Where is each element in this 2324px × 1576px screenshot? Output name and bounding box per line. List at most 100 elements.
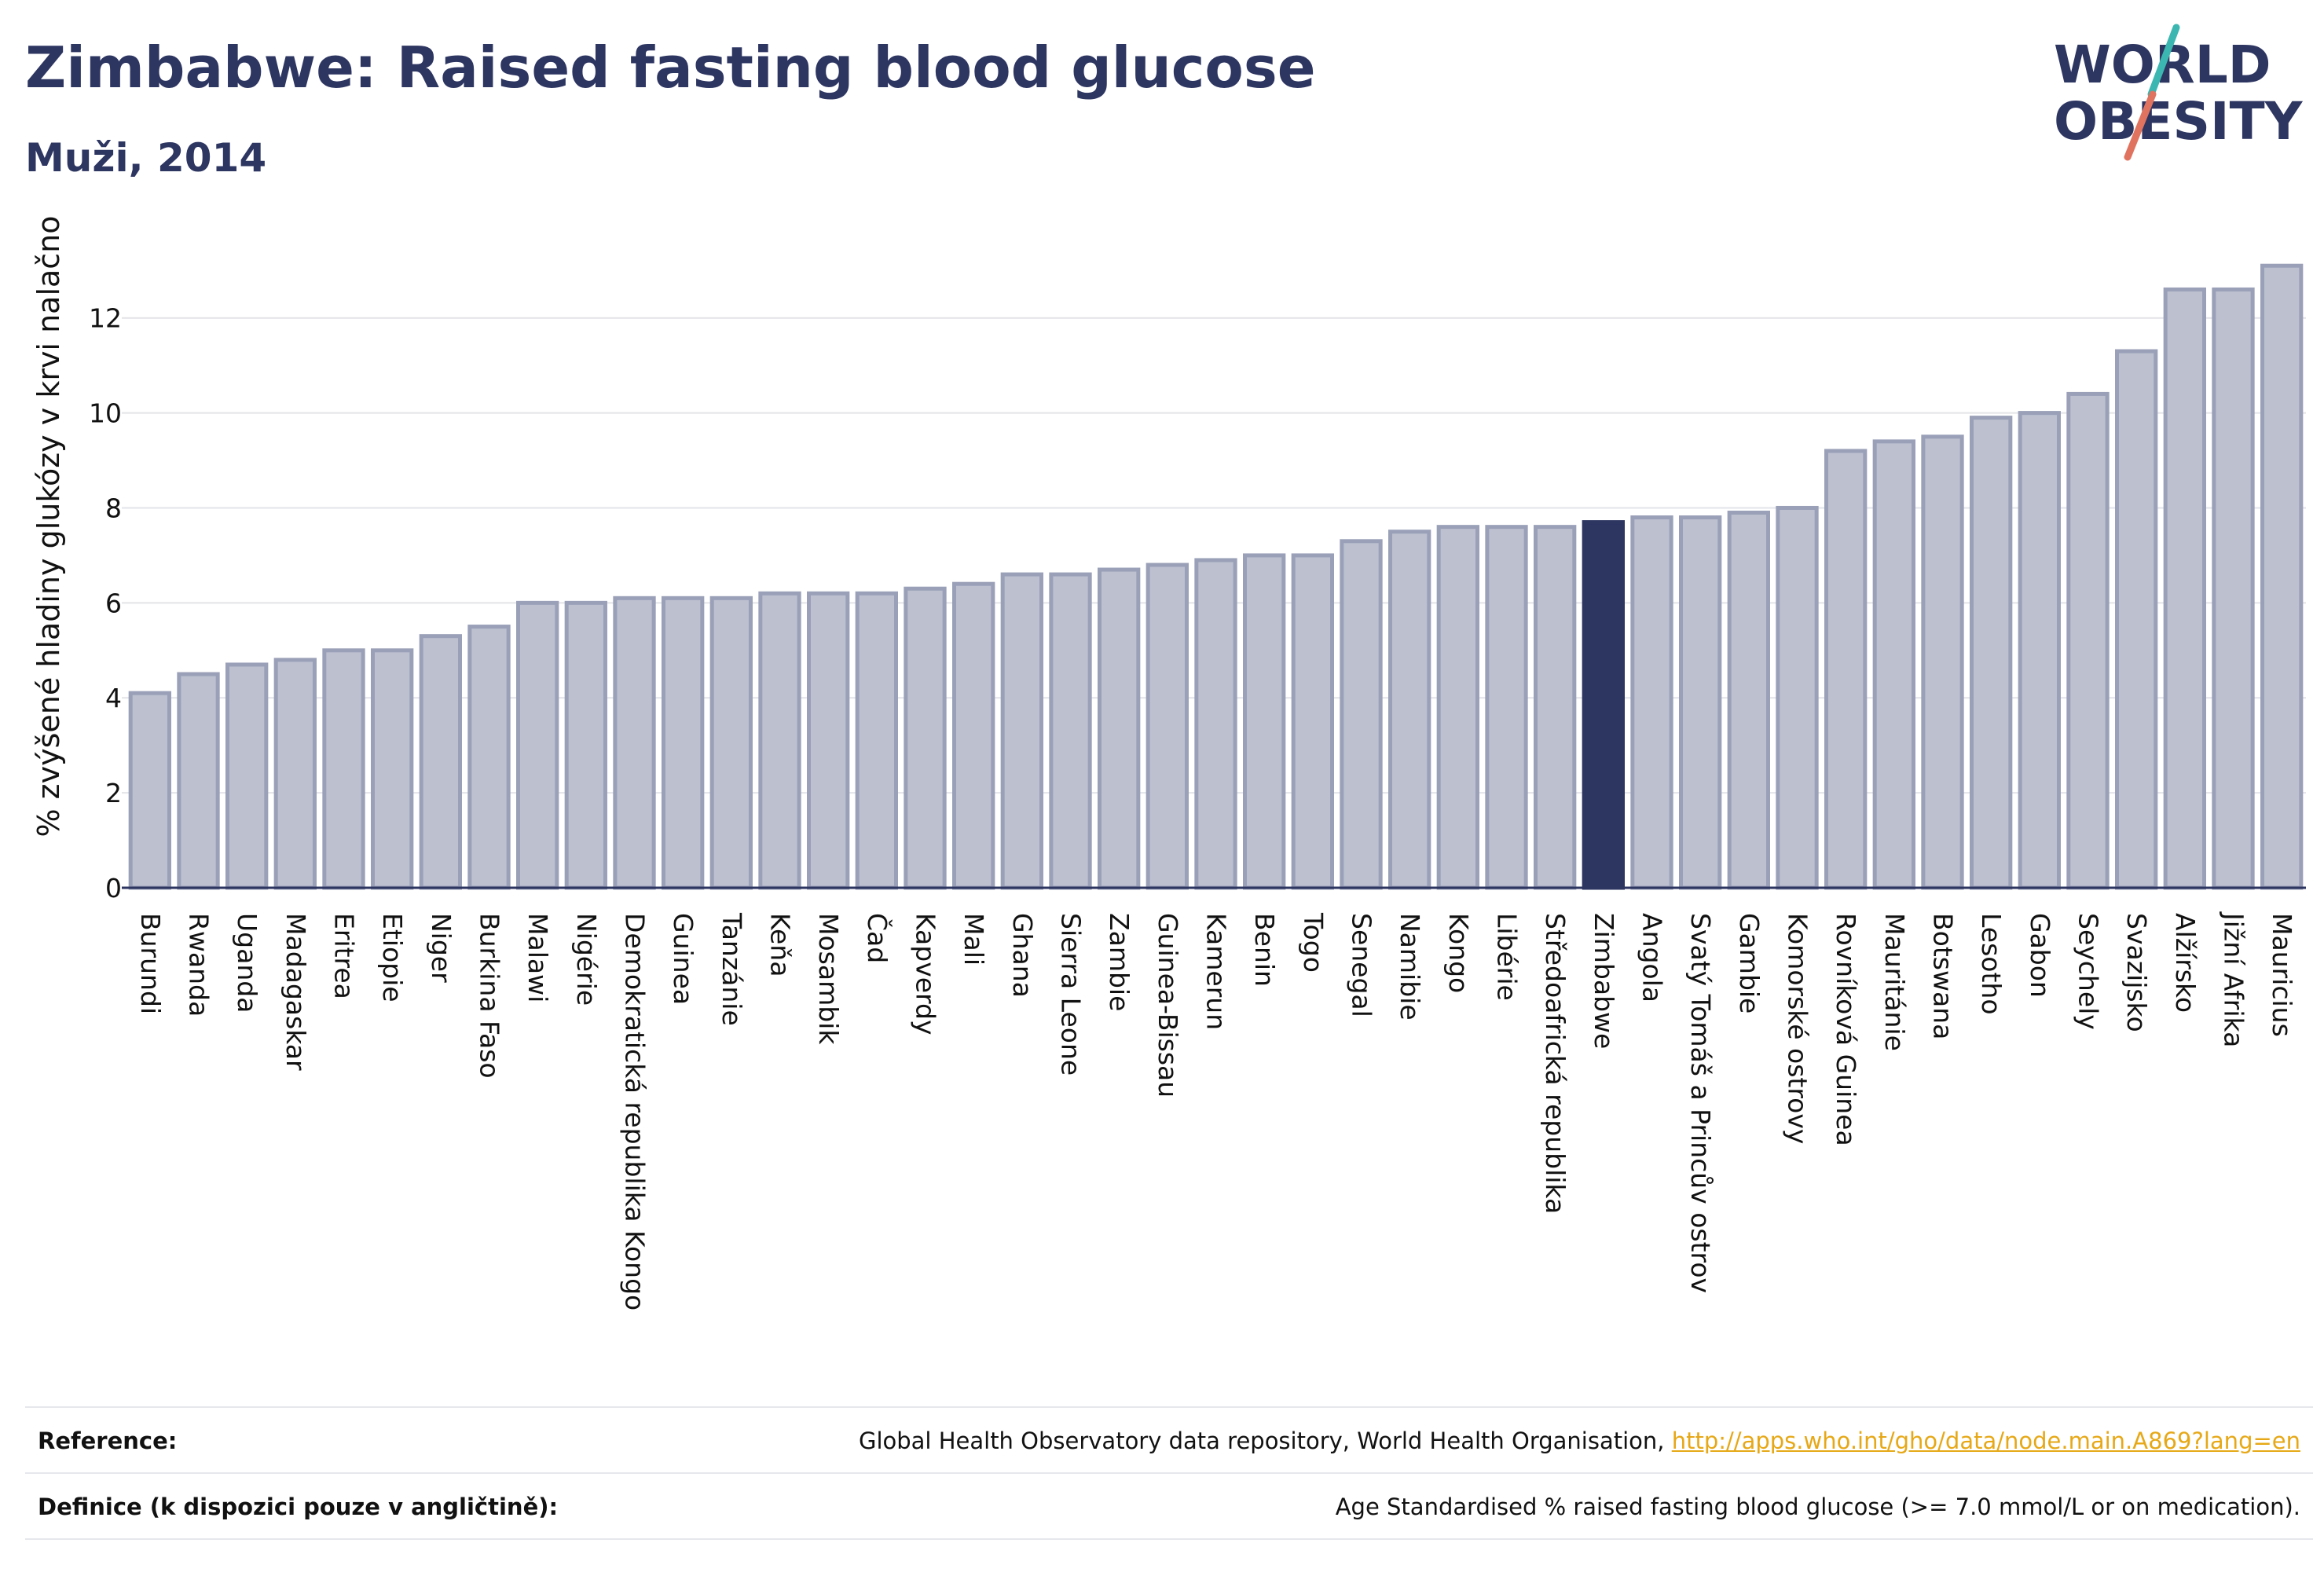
y-tick-label: 10: [89, 398, 122, 429]
y-axis-ticks: 0 2 4 6 8 10 12: [89, 303, 122, 903]
category-labels: Burundi Rwanda Uganda Madagaskar Eritrea Etio…: [135, 911, 2297, 1310]
chart-title: Zimbabwe: Raised fasting blood glucose: [25, 35, 1316, 101]
reference-link[interactable]: http://apps.who.int/gho/data/node.main.A…: [1671, 1428, 2300, 1454]
bar: [1727, 511, 1771, 890]
bar: [758, 591, 801, 890]
bar: [1436, 525, 1479, 890]
bar: [662, 596, 705, 890]
world-obesity-logo: WORLD OBESITY: [2054, 24, 2304, 161]
x-category-label: Čad: [862, 913, 893, 963]
x-category-label: Rovníková Guinea: [1831, 913, 1861, 1146]
bar: [904, 586, 947, 890]
x-category-label: Kapverdy: [911, 913, 941, 1035]
bar: [1098, 567, 1141, 890]
x-category-label: Gambie: [1734, 913, 1765, 1013]
bar: [952, 581, 995, 890]
bar-highlighted: [1582, 520, 1625, 890]
bar: [177, 672, 220, 890]
x-category-label: Kongo: [1443, 913, 1474, 993]
bar: [1970, 416, 2013, 890]
x-category-label: Etiopie: [377, 913, 408, 1002]
bar: [1776, 505, 1819, 890]
footer-divider: [25, 1538, 2313, 1540]
x-category-label: Mosambik: [813, 913, 844, 1045]
bar: [2018, 411, 2062, 890]
x-category-label: Keňa: [765, 913, 796, 977]
x-category-label: Zambie: [1104, 913, 1135, 1011]
x-category-label: Mauricius: [2267, 913, 2297, 1037]
bar: [709, 596, 753, 890]
logo-slash-teal: [2147, 24, 2180, 98]
bar: [225, 662, 269, 890]
x-category-label: Senegal: [1347, 913, 1377, 1017]
x-category-label: Botswana: [1928, 913, 1959, 1039]
x-category-label: Madagaskar: [280, 913, 311, 1071]
x-category-label: Uganda: [232, 913, 262, 1013]
y-tick-label: 6: [105, 588, 122, 618]
bars: [128, 263, 2304, 890]
bar: [516, 600, 559, 890]
bar: [1679, 515, 1722, 890]
bar: [2115, 349, 2158, 890]
reference-text: Global Health Observatory data repositor…: [858, 1428, 1672, 1454]
x-category-label: Jižní Afrika: [2219, 911, 2249, 1047]
x-category-label: Libérie: [1492, 913, 1523, 1001]
x-category-label: Nigérie: [571, 913, 602, 1006]
x-category-label: Guinea-Bissau: [1153, 913, 1183, 1098]
x-category-label: Svatý Tomáš a Princův ostrov: [1685, 913, 1716, 1293]
bar: [1630, 515, 1673, 890]
x-category-label: Lesotho: [1976, 913, 2007, 1015]
x-category-label: Burkina Faso: [475, 913, 505, 1079]
bar: [467, 625, 511, 890]
reference-label: Reference:: [38, 1428, 178, 1454]
chart-subtitle: Muži, 2014: [25, 135, 267, 181]
bar: [855, 591, 898, 890]
bar: [1921, 434, 1964, 890]
x-category-label: Svazijsko: [2121, 913, 2152, 1032]
y-tick-label: 2: [105, 778, 122, 808]
reference-value: Global Health Observatory data repositor…: [859, 1428, 2313, 1454]
x-category-label: Angola: [1637, 913, 1668, 1002]
x-category-label: Gabon: [2025, 913, 2055, 998]
x-category-label: Malawi: [522, 913, 553, 1002]
y-tick-label: 0: [105, 873, 122, 903]
logo-slash-coral: [2124, 90, 2157, 161]
x-category-label: Středoafrická republika: [1540, 913, 1571, 1214]
y-tick-label: 12: [89, 303, 122, 334]
x-category-label: Kamerun: [1201, 913, 1232, 1030]
x-category-label: Togo: [1298, 912, 1329, 973]
bar: [564, 600, 608, 890]
definition-row: Definice (k dispozici pouze v angličtině…: [25, 1472, 2313, 1540]
bar: [613, 596, 656, 890]
y-tick-label: 8: [105, 493, 122, 523]
x-category-label: Niger: [426, 913, 456, 983]
definition-label: Definice (k dispozici pouze v angličtině…: [38, 1494, 559, 1520]
bar: [1872, 439, 1916, 890]
bar: [322, 648, 365, 890]
x-category-label: Tanzánie: [717, 912, 747, 1026]
bar: [419, 634, 463, 890]
bar-chart: 0 2 4 6 8 10 12 Burundi Rwanda Uganda Madagaskar E…: [31, 215, 2306, 1310]
x-category-label: Mauritánie: [1879, 913, 1910, 1051]
x-category-label: Komorské ostrovy: [1783, 913, 1813, 1144]
y-tick-label: 4: [105, 683, 122, 713]
x-category-label: Benin: [1249, 913, 1280, 987]
bar: [1000, 572, 1043, 890]
logo-word-obesity: OBESITY: [2054, 91, 2304, 152]
bar: [1388, 530, 1431, 890]
x-category-label: Mali: [959, 913, 989, 966]
x-category-label: Demokratická republika Kongo: [620, 913, 651, 1310]
bar: [273, 658, 317, 890]
x-category-label: Eritrea: [329, 913, 360, 999]
x-category-label: Alžírsko: [2170, 913, 2201, 1013]
bar: [1485, 525, 1528, 890]
x-category-label: Sierra Leone: [1056, 913, 1087, 1076]
bar: [1291, 553, 1334, 890]
x-category-label: Ghana: [1007, 913, 1038, 998]
bar: [1824, 449, 1868, 890]
bar: [2212, 287, 2255, 890]
x-category-label: Rwanda: [184, 913, 214, 1017]
bar: [1194, 558, 1237, 890]
x-category-label: Burundi: [135, 913, 166, 1014]
x-category-label: Guinea: [668, 913, 698, 1005]
